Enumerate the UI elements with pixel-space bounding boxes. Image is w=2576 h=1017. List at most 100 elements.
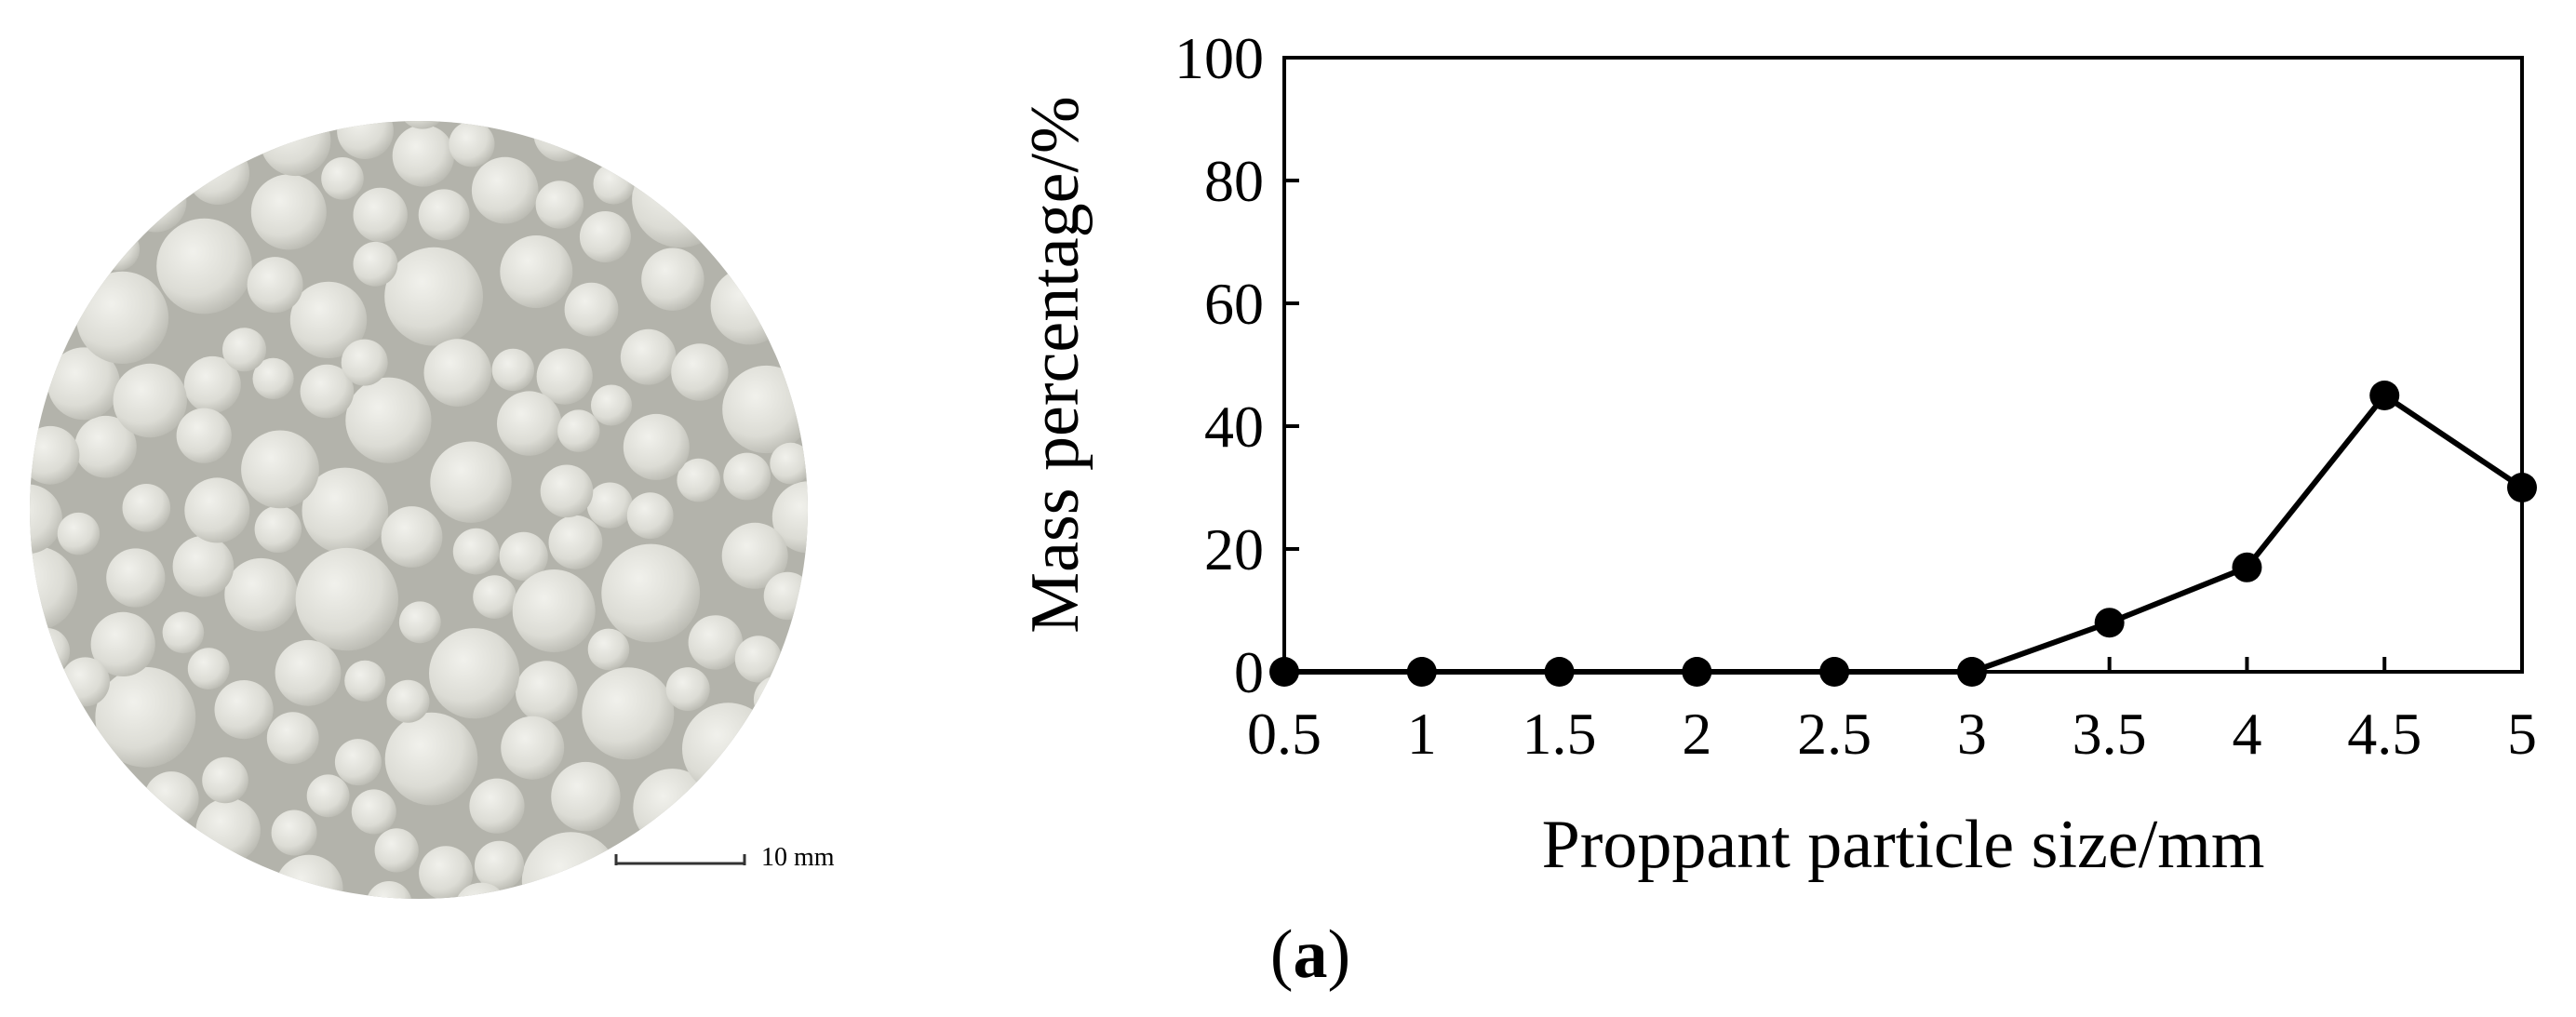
proppant-bead [386,679,430,723]
data-point [2232,552,2262,582]
proppant-bead [341,339,388,386]
proppant-bead [295,547,398,651]
proppant-bead [97,228,140,271]
scale-bar-label: 10 mm [761,843,835,872]
proppant-bead [289,281,368,359]
proppant-bead [501,716,565,780]
proppant-bead [321,157,364,200]
proppant-bead [419,846,474,899]
proppant-bead [593,163,635,205]
proppant-bead [241,430,319,509]
mass-percentage-chart: 0 20 40 60 80 100 0.5 1 1.5 2 2.5 3 3.5 4 4.5 5 Proppa… [1017,25,2537,993]
proppant-bead [516,661,578,723]
proppant-bead [688,615,743,670]
proppant-bead [557,409,600,452]
proppant-bead [533,121,590,162]
proppant-bead [512,569,596,652]
proppant-bead [366,881,412,899]
proppant-bead [75,271,169,364]
x-tick-label: 3 [1957,701,1987,767]
proppant-bead [491,348,534,392]
proppant-bead [176,408,232,463]
proppant-bead [418,189,470,241]
proppant-bead [222,328,266,372]
proppant-bead [47,347,120,421]
proppant-bead [641,248,704,311]
x-tick-label: 2.5 [1797,701,1872,767]
proppant-bead [398,601,441,644]
proppant-bead [353,187,408,243]
proppant-bead [551,761,621,832]
proppant-bead [452,528,500,575]
proppant-bead [337,121,394,160]
proppant-bead [473,575,517,619]
proppant-bead [143,771,199,826]
proppant-bead [353,241,398,287]
proppant-bead [344,660,386,702]
proppant-bead [582,667,675,760]
scale-bar: 10 mm [614,843,835,872]
proppant-bead [384,247,483,346]
panel-label: (a) [1270,917,1350,993]
proppant-bead [591,384,632,426]
proppant-bead [214,680,274,740]
x-tick-label: 0.5 [1247,701,1322,767]
proppant-bead [95,666,196,768]
proppant-bead [300,364,355,419]
x-tick-label: 2 [1682,701,1711,767]
x-tick-label: 4.5 [2347,701,2422,767]
proppant-bead [601,543,701,643]
proppant-bead [620,328,677,385]
proppant-bead [763,571,808,621]
data-point [1406,657,1437,687]
proppant-bead [125,170,187,233]
proppant-bead [454,882,508,899]
proppant-bead [106,548,166,608]
data-point [2507,473,2537,502]
proppant-bead [254,505,302,553]
proppant-bead [623,413,690,480]
proppant-bead [271,810,317,856]
proppant-bead [275,639,342,706]
proppant-bead [30,425,80,485]
proppant-bead [721,522,788,589]
proppant-bead [723,452,771,501]
proppant-bead [186,141,249,205]
proppant-bead [334,739,382,786]
x-axis-title: Proppant particle size/mm [1542,807,2265,883]
proppant-bead [250,174,327,250]
proppant-bead [60,657,110,707]
data-point [1269,657,1299,687]
x-tick-label: 1 [1407,701,1437,767]
proppant-bead [753,676,801,724]
data-point [1819,657,1850,687]
proppant-bead [302,467,389,555]
x-tick-label: 5 [2507,701,2537,767]
proppant-bead [74,415,137,478]
proppant-bead [122,484,171,532]
proppant-bead [471,156,539,224]
proppant-bead [469,778,525,834]
proppant-bead [260,121,331,177]
proppant-bead [374,828,419,873]
proppant-bead [30,484,62,555]
proppant-bead [195,797,261,863]
data-point [2369,381,2400,410]
proppant-bead [633,769,712,848]
proppant-bead [770,442,808,485]
proppant-bead [275,854,343,899]
proppant-bead [564,282,619,337]
proppant-bead [187,648,230,689]
proppant-bead [449,121,495,167]
proppant-bead [252,357,294,399]
proppant-bead [682,703,774,796]
proppant-bead [587,628,630,671]
proppant-bead [671,343,729,401]
chart-panel: 0 20 40 60 80 100 0.5 1 1.5 2 2.5 3 3.5 4 4.5 5 Proppa… [977,0,2576,1012]
proppant-bead [586,482,634,529]
proppant-bead [392,125,455,187]
plot-frame [1282,56,2524,674]
y-tick-label: 80 [1204,148,1264,214]
proppant-bead [113,363,187,438]
x-tick-label: 1.5 [1523,701,1597,767]
